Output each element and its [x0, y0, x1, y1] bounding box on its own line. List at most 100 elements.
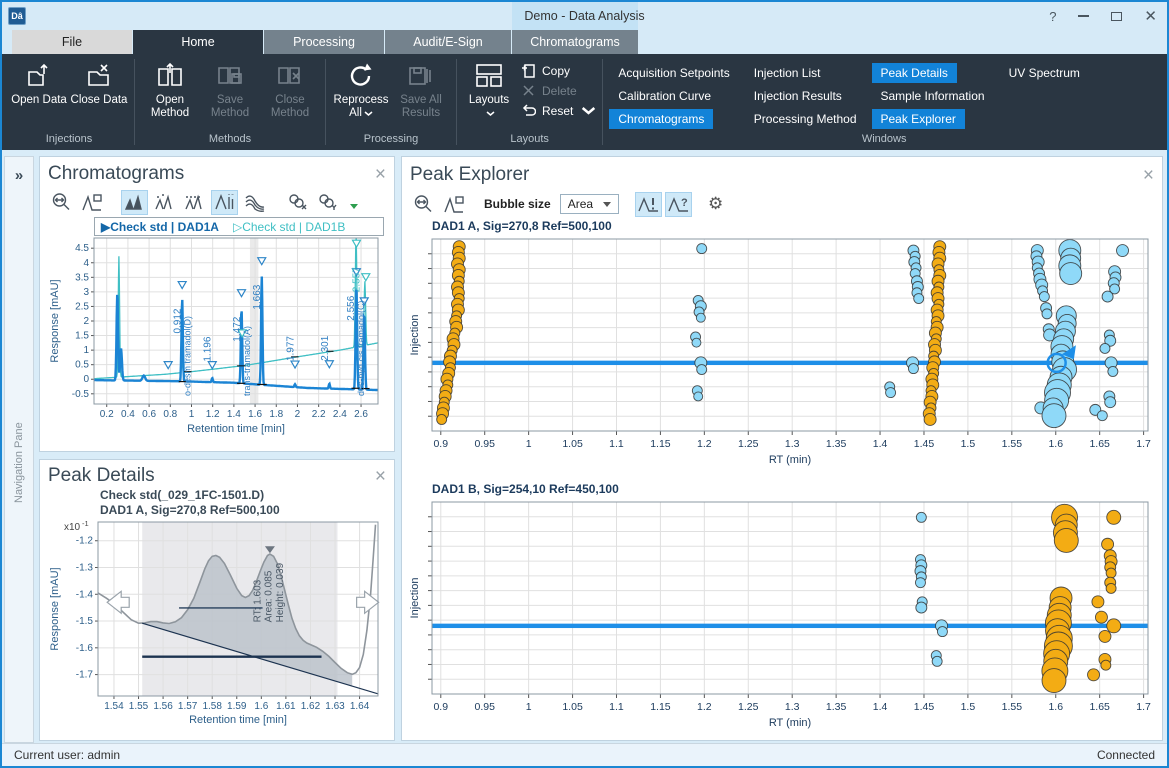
legend-dad1a[interactable]: ▶Check std | DAD1A	[101, 219, 219, 234]
window-toggle-injection-list[interactable]: Injection List	[753, 66, 821, 80]
chromatograms-close-icon[interactable]: ×	[374, 163, 386, 185]
svg-text:1.5: 1.5	[961, 438, 976, 450]
svg-text:-0.5: -0.5	[72, 389, 90, 400]
separate-mode-icon[interactable]	[151, 190, 178, 215]
maximize-button[interactable]	[1111, 11, 1123, 21]
svg-text:0.2: 0.2	[100, 409, 114, 420]
bubble-size-select[interactable]: Area	[559, 194, 620, 214]
tab-processing[interactable]: Processing	[264, 30, 384, 54]
stacked-mode-icon[interactable]	[181, 190, 208, 215]
legend-dad1b[interactable]: ▷Check std | DAD1B	[232, 219, 346, 234]
bubble-chart-b[interactable]: 0.9 0.95 1 1.05 1.1 1.15 1.2 1.25 1.3 1.35 1.4 1.45…	[409, 498, 1154, 740]
peak-details-sample: Check std(_029_1FC-1501.D)	[100, 488, 265, 502]
delete-layout-button[interactable]: Delete	[521, 83, 596, 98]
window-toggle-injection-results[interactable]: Injection Results	[753, 89, 842, 103]
full-scale-icon[interactable]	[78, 190, 105, 215]
svg-text:-1.5: -1.5	[76, 616, 94, 627]
link-y-axis-icon[interactable]	[314, 190, 341, 215]
bubble-chart-a[interactable]: 0.9 0.95 1 1.05 1.1 1.15 1.2 1.25 1.3 1.35 1.4 1.45…	[409, 235, 1154, 477]
window-title: Demo - Data Analysis	[524, 9, 645, 23]
peak-explorer-panel-title: Peak Explorer	[410, 164, 530, 185]
close-button[interactable]: ✕	[1144, 7, 1157, 25]
link-x-axis-icon[interactable]	[284, 190, 311, 215]
current-user-status: Current user: admin	[14, 748, 121, 762]
ribbon-group-injections: Open Data Close Data Injections	[4, 54, 134, 150]
layouts-button[interactable]: Layouts	[463, 61, 515, 120]
svg-text:2.556: 2.556	[346, 295, 357, 320]
svg-text:1.45: 1.45	[914, 438, 935, 450]
settings-gear-icon[interactable]: ⚙	[708, 194, 724, 213]
open-data-button[interactable]: Open Data	[10, 61, 68, 107]
tab-file[interactable]: File	[12, 30, 132, 54]
peak-details-close-icon[interactable]: ×	[374, 465, 386, 487]
nav-expand-icon[interactable]: »	[14, 167, 24, 184]
flag-warnings-icon[interactable]: ?	[665, 191, 693, 217]
svg-text:1: 1	[526, 701, 532, 713]
ribbon-group-processing: Reprocess All Save All Results Processin…	[326, 54, 456, 150]
help-button[interactable]: ?	[1049, 8, 1057, 24]
svg-text:1.65: 1.65	[1089, 701, 1110, 713]
svg-text:1.1: 1.1	[609, 701, 624, 713]
svg-text:3.5: 3.5	[75, 272, 89, 283]
window-toggle-processing-method[interactable]: Processing Method	[753, 112, 857, 126]
peak-labels-icon[interactable]	[211, 189, 238, 215]
svg-text:-1.7: -1.7	[76, 670, 94, 681]
svg-text:1.6: 1.6	[1048, 701, 1063, 713]
svg-text:1.6: 1.6	[248, 409, 262, 420]
tab-home[interactable]: Home	[133, 30, 263, 54]
svg-text:1.15: 1.15	[650, 438, 671, 450]
more-options-icon[interactable]	[350, 203, 358, 209]
zoom-out-icon[interactable]	[48, 190, 75, 215]
window-toggle-acquisition-setpoints[interactable]: Acquisition Setpoints	[618, 66, 730, 80]
svg-text:1.196: 1.196	[203, 336, 214, 361]
svg-text:1.5: 1.5	[75, 331, 89, 342]
window-toggle-sample-information[interactable]: Sample Information	[880, 89, 985, 103]
navigation-pane-collapsed[interactable]: » Navigation Pane	[4, 156, 34, 743]
svg-text:1.55: 1.55	[1002, 701, 1023, 713]
save-method-button[interactable]: Save Method	[201, 61, 259, 120]
open-method-button[interactable]: Open Method	[141, 61, 199, 120]
window-toggle-calibration-curve[interactable]: Calibration Curve	[618, 89, 712, 103]
svg-text:1.3: 1.3	[785, 701, 800, 713]
copy-layout-button[interactable]: Copy	[521, 63, 596, 78]
zoom-out-icon[interactable]	[410, 192, 437, 217]
svg-text:1.4: 1.4	[873, 701, 888, 713]
save-all-results-button[interactable]: Save All Results	[392, 61, 450, 120]
overlay-mode-icon[interactable]	[121, 189, 148, 215]
window-toggle-peak-explorer[interactable]: Peak Explorer	[871, 109, 965, 129]
chromatogram-plot[interactable]: 0.2 0.4 0.6 0.8 1 1.2 1.4 1.6 1.8 2 2.2 2.4 2.6 -0.5 0…	[48, 236, 384, 440]
group-label-layouts: Layouts	[510, 133, 549, 145]
window-toggle-peak-details[interactable]: Peak Details	[871, 63, 957, 83]
reprocess-all-button[interactable]: Reprocess All	[332, 61, 390, 120]
minimize-button[interactable]	[1078, 15, 1090, 17]
svg-text:des-hyd cis tramadol(C): des-hyd cis tramadol(C)	[356, 300, 366, 396]
save-all-results-icon	[409, 67, 431, 85]
svg-text:1.663: 1.663	[252, 284, 263, 309]
window-toggle-uv-spectrum[interactable]: UV Spectrum	[1008, 66, 1080, 80]
3d-overlay-icon[interactable]	[241, 190, 268, 215]
close-data-button[interactable]: Close Data	[70, 61, 128, 107]
tab-audit-esign[interactable]: Audit/E-Sign	[385, 30, 511, 54]
svg-text:2.301: 2.301	[320, 335, 331, 360]
peak-explorer-close-icon[interactable]: ×	[1142, 164, 1154, 186]
window-toggle-chromatograms[interactable]: Chromatograms	[609, 109, 714, 129]
svg-text:trans-tramadol(A): trans-tramadol(A)	[242, 326, 252, 396]
ribbon: Open Data Close Data Injections Open Met…	[2, 54, 1167, 150]
flag-errors-icon[interactable]	[635, 191, 663, 217]
svg-text:1.56: 1.56	[153, 701, 173, 712]
app-logo: Dâ	[8, 7, 26, 25]
reset-layout-button[interactable]: Reset	[521, 103, 596, 118]
full-scale-icon[interactable]	[440, 192, 467, 217]
svg-text:1.55: 1.55	[129, 701, 149, 712]
svg-text:2: 2	[295, 409, 301, 420]
peak-details-plot[interactable]: 1.54 1.55 1.56 1.57 1.58 1.59 1.6 1.61 1.62 1.63 1…	[48, 518, 384, 734]
tab-chromatograms[interactable]: Chromatograms	[512, 30, 638, 54]
svg-text:1.25: 1.25	[738, 438, 759, 450]
group-label-methods: Methods	[208, 133, 252, 145]
svg-text:x10: x10	[64, 522, 81, 533]
svg-text:2.2: 2.2	[312, 409, 326, 420]
svg-text:1.7: 1.7	[1136, 438, 1151, 450]
close-method-icon	[278, 67, 300, 84]
group-label-injections: Injections	[45, 133, 93, 145]
close-method-button[interactable]: Close Method	[261, 61, 319, 120]
